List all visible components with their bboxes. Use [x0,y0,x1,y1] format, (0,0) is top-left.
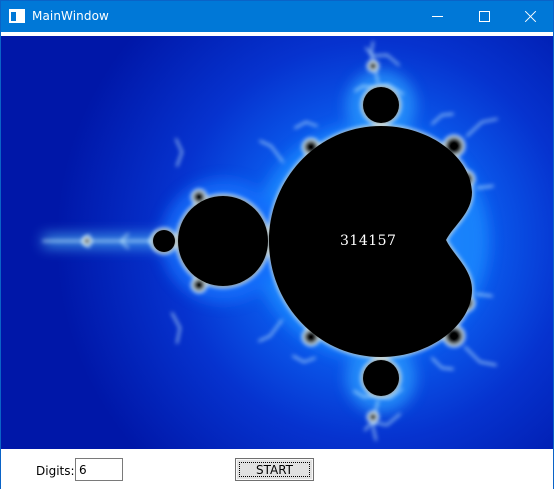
mandelbrot-image [1,36,553,449]
window-title: MainWindow [32,9,109,23]
window-icon [9,9,25,23]
minimize-icon [431,16,443,17]
computed-digits: 314157 [340,233,397,249]
control-panel: Digits: START [1,449,553,489]
digits-label: Digits: [36,464,75,478]
mandelbrot-inner-fill [153,87,472,396]
title-bar[interactable]: MainWindow [1,1,553,32]
mandelbrot-canvas: 314157 [1,36,553,449]
maximize-icon [478,11,490,22]
digits-input[interactable] [75,458,123,481]
close-button[interactable] [507,1,553,32]
minimize-button[interactable] [414,1,460,32]
close-icon [524,10,537,23]
start-button[interactable]: START [235,458,314,481]
maximize-button[interactable] [461,1,507,32]
titlebar-separator [1,32,553,36]
